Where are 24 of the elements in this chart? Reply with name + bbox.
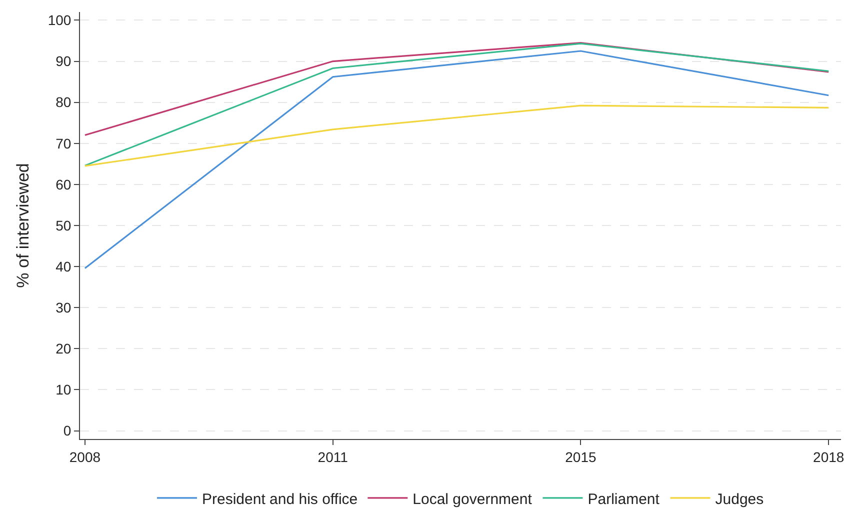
legend-label: President and his office <box>202 490 358 508</box>
y-tick-label: 30 <box>56 300 72 316</box>
y-tick-label: 80 <box>56 94 72 110</box>
line-series <box>84 50 830 269</box>
line-series <box>84 42 830 166</box>
y-tick-label: 70 <box>56 135 72 152</box>
legend-label: Judges <box>715 490 764 508</box>
y-axis-title: % of interviewed <box>13 163 32 288</box>
y-tick-label: 40 <box>56 258 72 274</box>
y-tick-label: 10 <box>56 382 72 398</box>
x-tick-label: 2018 <box>813 448 844 465</box>
legend-label: Local government <box>412 490 533 508</box>
x-tick-label: 2015 <box>565 448 596 465</box>
y-tick-label: 60 <box>56 176 72 192</box>
x-tick-label: 2011 <box>318 448 348 465</box>
y-tick-label: 90 <box>56 53 72 70</box>
y-tick-label: 50 <box>56 217 72 234</box>
legend-label: Parliament <box>588 490 660 508</box>
y-tick-label: 0 <box>63 422 72 439</box>
x-tick-label: 2008 <box>69 448 101 465</box>
y-tick-label: 100 <box>48 12 72 28</box>
line-series <box>84 104 830 167</box>
line-series <box>84 42 830 136</box>
y-tick-label: 20 <box>56 340 72 357</box>
